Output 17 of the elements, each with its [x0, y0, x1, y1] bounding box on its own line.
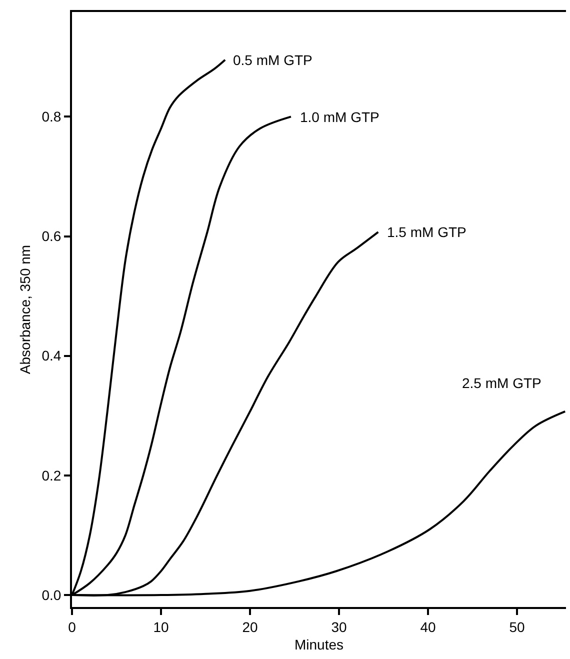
annotation: 0.5 mM GTP [233, 52, 312, 68]
y-tick-label: 0.2 [42, 467, 62, 484]
y-axis-title: Absorbance, 350 nm [16, 244, 33, 374]
y-tick-label: 0.6 [42, 228, 62, 244]
x-tick-label: 40 [420, 618, 436, 635]
x-tick-label: 20 [242, 618, 258, 635]
x-tick-label: 10 [153, 618, 170, 635]
annotation: 1.5 mM GTP [387, 224, 466, 240]
x-tick-label: 0 [68, 618, 76, 635]
x-tick-label: 50 [509, 618, 526, 635]
y-tick-label: 0.8 [42, 108, 62, 125]
annotation: 1.0 mM GTP [300, 109, 380, 125]
y-tick-label: 0.0 [42, 586, 62, 603]
x-tick-label: 30 [331, 618, 348, 635]
y-tick-label: 0.4 [42, 348, 62, 364]
x-axis-title: Minutes [294, 636, 344, 653]
annotation: 2.5 mM GTP [462, 375, 542, 391]
